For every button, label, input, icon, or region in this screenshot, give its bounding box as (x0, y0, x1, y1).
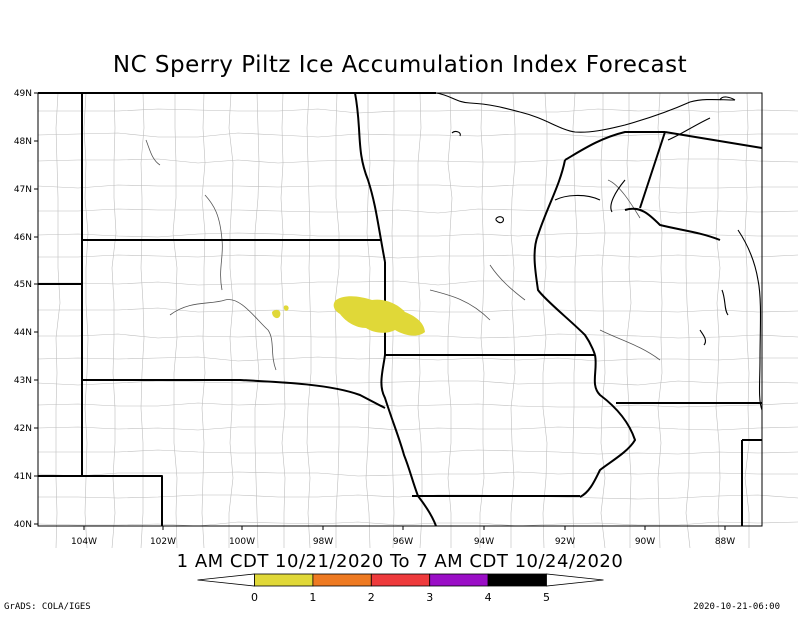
lon-label: 92W (555, 537, 575, 547)
colorbar-label: 1 (309, 591, 316, 604)
map-title: NC Sperry Piltz Ice Accumulation Index F… (112, 52, 688, 78)
colorbar: 0 1 2 3 4 5 (197, 573, 604, 604)
lon-label: 104W (71, 537, 97, 547)
issue-timestamp: 2020-10-21-06:00 (693, 602, 780, 612)
map-frame (37, 92, 763, 527)
rivers-detail (145, 139, 661, 371)
lat-label: 46N (14, 233, 32, 243)
lat-axis-labels: 49N 48N 47N 46N 45N 44N 43N 42N 41N 40N (14, 89, 32, 530)
lon-label: 94W (474, 537, 494, 547)
lon-label: 102W (150, 537, 176, 547)
colorbar-label: 3 (426, 591, 433, 604)
axis-ticks (34, 92, 726, 530)
colorbar-segment (254, 573, 314, 587)
lat-label: 45N (14, 280, 32, 290)
colorbar-segment (312, 573, 372, 587)
lat-label: 49N (14, 89, 32, 99)
colorbar-label: 0 (251, 591, 258, 604)
lat-label: 40N (14, 520, 32, 530)
ice-area-main (333, 296, 425, 336)
county-lines (37, 92, 799, 549)
lon-label: 90W (635, 537, 655, 547)
colorbar-label: 2 (368, 591, 375, 604)
lat-label: 43N (14, 376, 32, 386)
lat-label: 48N (14, 137, 32, 147)
software-credit: GrADS: COLA/IGES (4, 602, 91, 612)
colorbar-label: 5 (543, 591, 550, 604)
lat-label: 47N (14, 185, 32, 195)
lon-label: 100W (229, 537, 255, 547)
colorbar-right-arrow (546, 573, 604, 587)
colorbar-label: 4 (485, 591, 492, 604)
lon-label: 98W (313, 537, 333, 547)
lon-label: 88W (715, 537, 735, 547)
ice-area-small (283, 305, 289, 311)
lon-axis-labels: 104W 102W 100W 98W 96W 94W 92W 90W 88W (71, 537, 735, 547)
great-lakes-shoreline (435, 92, 763, 411)
lon-label: 96W (393, 537, 413, 547)
colorbar-segment (429, 573, 489, 587)
colorbar-left-arrow (197, 573, 255, 587)
lat-label: 41N (14, 472, 32, 482)
ice-accumulation-area (272, 296, 425, 336)
ice-area-small (272, 309, 281, 319)
forecast-period: 1 AM CDT 10/21/2020 To 7 AM CDT 10/24/20… (176, 551, 624, 572)
lat-label: 42N (14, 424, 32, 434)
lat-label: 44N (14, 328, 32, 338)
colorbar-segment (370, 573, 431, 587)
colorbar-segment (487, 573, 547, 587)
